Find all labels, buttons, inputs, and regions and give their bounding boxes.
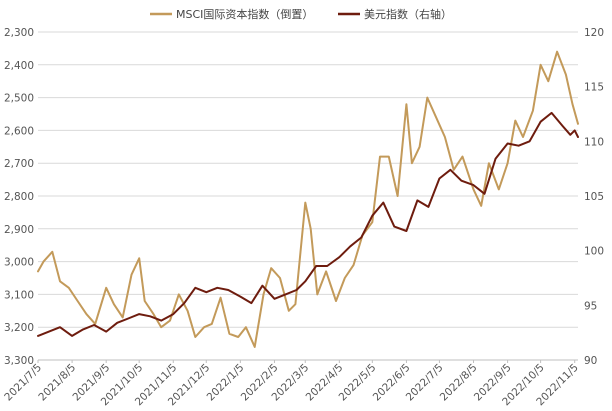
right-tick-label: 120 <box>584 27 604 39</box>
left-tick-label: 2,600 <box>4 125 34 137</box>
series-line-usd-index <box>37 111 579 337</box>
series-line-msci <box>37 50 579 348</box>
right-tick-label: 100 <box>584 246 604 258</box>
left-tick-label: 2,400 <box>4 60 34 72</box>
left-tick-label: 2,300 <box>4 27 34 39</box>
left-tick-label: 3,200 <box>4 322 34 334</box>
right-tick-label: 105 <box>584 191 604 203</box>
left-tick-label: 2,700 <box>4 158 34 170</box>
legend: MSCI国际资本指数（倒置） 美元指数（右轴） <box>150 7 452 21</box>
left-tick-label: 3,000 <box>4 257 34 269</box>
left-tick-label: 2,800 <box>4 191 34 203</box>
legend-label-usd: 美元指数（右轴） <box>364 7 452 21</box>
right-axis-ticks: 90 95 100 105 110 115 120 <box>584 27 604 367</box>
right-tick-label: 115 <box>584 82 604 94</box>
axes <box>37 359 578 363</box>
left-tick-label: 2,900 <box>4 224 34 236</box>
legend-label-msci: MSCI国际资本指数（倒置） <box>176 7 313 21</box>
left-tick-label: 3,300 <box>4 355 34 367</box>
right-tick-label: 95 <box>584 300 597 312</box>
right-tick-label: 110 <box>584 136 604 148</box>
left-tick-label: 3,100 <box>4 289 34 301</box>
left-axis-ticks: 2,300 2,400 2,500 2,600 2,700 2,800 2,900 3,000… <box>4 27 34 367</box>
left-tick-label: 2,500 <box>4 93 34 105</box>
series-lines <box>37 50 579 348</box>
right-tick-label: 90 <box>584 355 597 367</box>
x-axis-ticks: 2021/7/52021/8/52021/9/52021/10/52021/11… <box>2 362 581 409</box>
